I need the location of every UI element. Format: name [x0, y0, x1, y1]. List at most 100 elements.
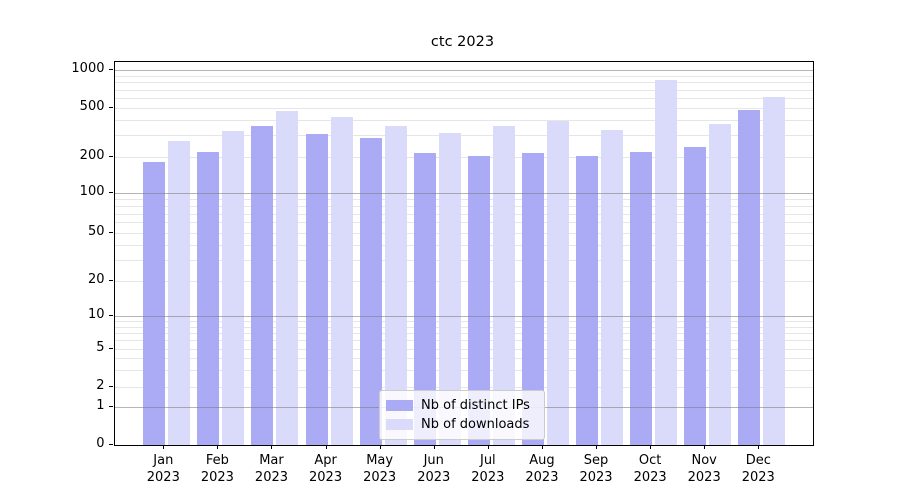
legend-entry-distinct-ips: Nb of distinct IPs — [386, 396, 536, 415]
x-tick-mark — [704, 444, 706, 449]
gridline-minor — [114, 135, 813, 137]
gridline-minor — [114, 326, 813, 328]
x-tick-label: Feb 2023 — [200, 452, 234, 485]
legend-label-downloads: Nb of downloads — [421, 417, 530, 432]
plot-area — [113, 61, 814, 446]
bar-distinct-ips — [251, 125, 274, 445]
gridline-decade — [114, 316, 813, 317]
x-tick-label: Sep 2023 — [579, 452, 613, 485]
gridline-minor — [114, 332, 813, 334]
legend-label-distinct-ips: Nb of distinct IPs — [421, 398, 530, 413]
x-tick-label: Oct 2023 — [633, 452, 667, 485]
x-tick-mark — [433, 444, 435, 449]
y-tick-mark — [109, 280, 113, 281]
x-tick-mark — [487, 444, 489, 449]
y-tick-label: 20 — [87, 272, 105, 287]
y-tick-label: 2 — [96, 378, 105, 393]
gridline-minor — [114, 119, 813, 121]
x-tick-label: May 2023 — [363, 452, 397, 485]
bar-downloads — [655, 79, 678, 445]
bar-distinct-ips — [197, 151, 220, 445]
x-tick-mark — [596, 444, 598, 449]
gridline-minor — [114, 199, 813, 201]
y-tick-mark — [109, 232, 113, 233]
y-tick-mark — [109, 348, 113, 349]
gridline-minor — [114, 358, 813, 360]
y-tick-mark — [109, 107, 113, 108]
bar-distinct-ips — [630, 151, 653, 445]
y-tick-label: 100 — [79, 184, 105, 199]
bar-downloads — [168, 140, 191, 445]
y-tick-mark — [109, 156, 113, 157]
bar-distinct-ips — [413, 153, 436, 445]
x-tick-mark — [271, 444, 273, 449]
x-tick-mark — [217, 444, 219, 449]
bar-distinct-ips — [143, 162, 166, 445]
y-tick-label: 200 — [79, 148, 105, 163]
x-tick-mark — [325, 444, 327, 449]
gridline-minor — [114, 108, 813, 109]
legend-swatch-downloads — [386, 419, 413, 430]
x-tick-mark — [758, 444, 760, 449]
x-tick-label: Nov 2023 — [687, 452, 721, 485]
bar-distinct-ips — [305, 133, 328, 445]
gridline-minor — [114, 340, 813, 342]
bar-downloads — [222, 131, 245, 445]
x-tick-label: Jun 2023 — [417, 452, 451, 485]
x-tick-mark — [541, 444, 543, 449]
legend-swatch-distinct-ips — [386, 400, 413, 411]
bar-distinct-ips — [576, 155, 599, 445]
bar-downloads — [763, 97, 786, 445]
bar-downloads — [276, 110, 299, 445]
gridline-decade — [114, 70, 813, 71]
gridline-minor — [114, 213, 813, 215]
legend: Nb of distinct IPs Nb of downloads — [379, 390, 545, 440]
gridline-minor — [114, 222, 813, 224]
y-tick-mark — [109, 443, 113, 445]
y-tick-label: 1000 — [71, 61, 105, 76]
y-tick-label: 5 — [96, 340, 105, 355]
gridline-minor — [114, 98, 813, 99]
y-tick-label: 0 — [96, 435, 105, 451]
bar-downloads — [492, 125, 515, 445]
bar-downloads — [438, 132, 461, 445]
y-tick-mark — [109, 69, 113, 70]
gridline-minor — [114, 75, 813, 77]
x-tick-mark — [379, 444, 381, 449]
gridline-minor — [114, 157, 813, 158]
bar-distinct-ips — [521, 153, 544, 445]
y-tick-label: 1 — [96, 398, 105, 413]
y-tick-mark — [109, 315, 113, 316]
gridline-minor — [114, 281, 813, 282]
y-tick-label: 500 — [79, 99, 105, 114]
gridline-minor — [114, 233, 813, 234]
x-tick-label: Apr 2023 — [309, 452, 343, 485]
gridline-minor — [114, 89, 813, 91]
gridline-minor — [114, 370, 813, 372]
x-tick-mark — [163, 444, 165, 449]
legend-entry-downloads: Nb of downloads — [386, 415, 536, 434]
bar-downloads — [601, 130, 624, 445]
y-tick-mark — [109, 406, 113, 407]
gridline-minor — [114, 244, 813, 246]
gridline-minor — [114, 205, 813, 207]
gridline-minor — [114, 82, 813, 84]
x-tick-label: Dec 2023 — [741, 452, 775, 485]
x-tick-label: Aug 2023 — [525, 452, 559, 485]
x-tick-label: Mar 2023 — [254, 452, 289, 485]
gridline-minor — [114, 259, 813, 261]
bar-distinct-ips — [467, 155, 490, 445]
y-tick-label: 10 — [87, 307, 105, 322]
y-tick-mark — [109, 192, 113, 193]
x-tick-label: Jul 2023 — [471, 452, 505, 485]
y-tick-mark — [109, 386, 113, 387]
x-tick-label: Jan 2023 — [146, 452, 180, 485]
bar-downloads — [546, 120, 569, 445]
y-tick-label: 50 — [87, 224, 105, 239]
bar-downloads — [709, 124, 732, 445]
gridline-minor — [114, 321, 813, 323]
gridline-decade — [114, 193, 813, 194]
bar-downloads — [384, 125, 407, 445]
bar-distinct-ips — [359, 138, 382, 445]
